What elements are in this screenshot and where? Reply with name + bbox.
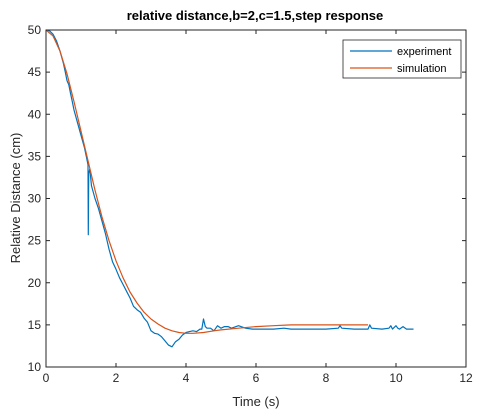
legend-box: [342, 39, 462, 79]
plot-area: [45, 29, 467, 368]
x-axis-label: Time (s): [232, 394, 279, 409]
y-tick-label: 50: [28, 23, 42, 37]
x-tick-label: 4: [183, 371, 190, 385]
ticks-layer: 0 2 4 6 8 10 12 10 15 20 25 30 35 40 45 50: [28, 23, 473, 385]
x-tick-label: 2: [113, 371, 120, 385]
x-tick-label: 6: [253, 371, 260, 385]
x-tick-label: 12: [459, 371, 473, 385]
series-line-simulation: [45, 29, 368, 334]
y-tick-label: 25: [28, 234, 42, 248]
legend-label-simulation: simulation: [397, 63, 447, 75]
y-tick-label: 30: [28, 192, 42, 206]
y-axis-label: Relative Distance (cm): [8, 133, 23, 264]
y-tick-label: 20: [28, 276, 42, 290]
chart-title: relative distance,b=2,c=1.5,step respons…: [127, 8, 384, 23]
y-tick-label: 45: [28, 65, 42, 79]
y-tick-label: 35: [28, 149, 42, 163]
legend: experiment simulation: [342, 39, 462, 79]
legend-label-experiment: experiment: [397, 46, 451, 58]
series-line-experiment: [45, 29, 414, 348]
series-layer: [45, 29, 414, 348]
y-tick-label: 15: [28, 318, 42, 332]
y-tick-label: 40: [28, 107, 42, 121]
x-tick-label: 10: [389, 371, 403, 385]
x-tick-label: 8: [323, 371, 330, 385]
y-tick-label: 10: [28, 360, 42, 374]
x-tick-label: 0: [43, 371, 50, 385]
